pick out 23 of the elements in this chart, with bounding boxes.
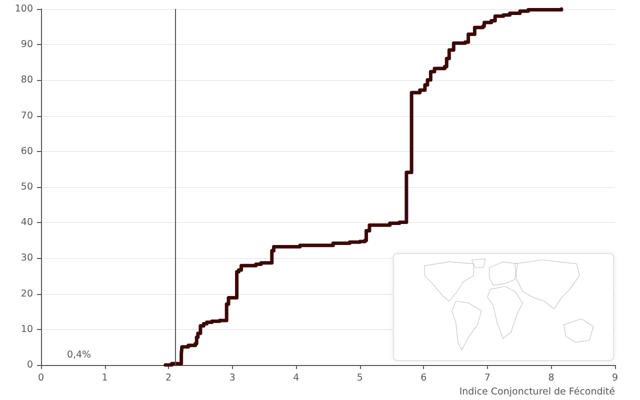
- y-tick-label: 50: [20, 182, 33, 192]
- x-tick-label: 4: [293, 372, 300, 384]
- x-tick-label: 1: [102, 372, 108, 384]
- x-axis-title: Indice Conjoncturel de Fécondité: [459, 386, 616, 398]
- y-tick-label: 10: [20, 324, 33, 335]
- x-tick-label: 9: [612, 372, 618, 384]
- x-tick-label: 6: [420, 372, 427, 384]
- annotation: 0,4%: [66, 350, 92, 360]
- x-tick-label: 5: [356, 372, 363, 384]
- x-tick-label: 8: [548, 372, 554, 384]
- x-tick-label: 0: [38, 372, 44, 384]
- y-tick-label: 20: [20, 288, 33, 300]
- y-tick-label: 80: [20, 74, 33, 86]
- y-tick-label: 30: [20, 252, 33, 264]
- y-tick-label: 0: [26, 360, 33, 370]
- x-tick-label: 2: [166, 372, 172, 384]
- x-tick-label: 3: [229, 372, 236, 384]
- x-tick-label: 7: [484, 372, 490, 384]
- y-tick-label: 90: [20, 39, 33, 50]
- y-tick-label: 100: [14, 4, 33, 14]
- y-tick-label: 40: [20, 217, 33, 228]
- y-tick-label: 60: [20, 146, 33, 157]
- y-tick-label: 70: [20, 110, 33, 122]
